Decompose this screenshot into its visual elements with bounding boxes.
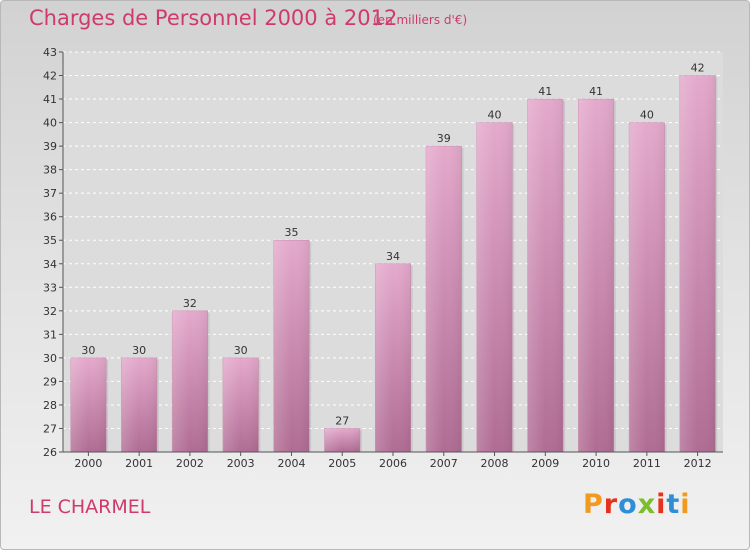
chart-title: Charges de Personnel 2000 à 2012 [29, 6, 398, 30]
x-tick-label: 2002 [176, 457, 204, 470]
bar-shine [578, 99, 614, 452]
y-tick-label: 32 [43, 305, 57, 318]
axes [59, 51, 723, 456]
y-tick-label: 41 [43, 93, 57, 106]
x-tick-label: 2011 [633, 457, 661, 470]
y-tick-label: 27 [43, 422, 57, 435]
data-label: 30 [132, 344, 146, 357]
y-tick-label: 30 [43, 352, 57, 365]
bar-shine [629, 122, 665, 453]
y-tick-label: 36 [43, 211, 57, 224]
x-tick-label: 2001 [125, 457, 153, 470]
bar-shine [121, 357, 157, 452]
bar-shine [679, 75, 716, 452]
bar-shine [527, 99, 564, 452]
bar-shine [426, 146, 462, 452]
data-label: 30 [234, 344, 248, 357]
logo-letter: i [680, 489, 691, 520]
bar-shine [172, 310, 208, 452]
y-tick-label: 39 [43, 140, 57, 153]
data-label: 41 [538, 85, 552, 98]
y-tick-label: 35 [43, 234, 57, 247]
x-tick-label: 2007 [430, 457, 458, 470]
logo-letter: t [666, 489, 681, 520]
logo-letter: i [656, 489, 667, 520]
y-tick-label: 42 [43, 70, 57, 83]
data-label: 30 [81, 344, 95, 357]
x-tick-label: 2000 [74, 457, 102, 470]
data-label: 40 [640, 109, 654, 122]
logo-letter: x [637, 489, 657, 520]
bar-shine [273, 240, 310, 452]
chart-subtitle: (en milliers d'€) [373, 13, 468, 27]
bars [70, 75, 718, 453]
data-label: 40 [488, 109, 502, 122]
data-label: 32 [183, 297, 197, 310]
proxiti-logo[interactable]: Proxiti [583, 489, 691, 520]
logo-letter: r [603, 489, 619, 520]
data-label: 27 [335, 414, 349, 427]
bar-shine [222, 357, 259, 452]
bar-shine [324, 428, 360, 452]
x-tick-label: 2012 [684, 457, 712, 470]
bar-shine [375, 263, 411, 452]
x-tick-label: 2006 [379, 457, 407, 470]
logo-letter: o [618, 489, 638, 520]
data-label: 41 [589, 85, 603, 98]
x-tick-label: 2009 [531, 457, 559, 470]
commune-name: LE CHARMEL [29, 496, 151, 518]
y-tick-label: 29 [43, 375, 57, 388]
x-tick-label: 2008 [481, 457, 509, 470]
x-tick-label: 2010 [582, 457, 610, 470]
logo-letter: P [583, 489, 604, 520]
bar-shine [70, 357, 107, 452]
labels: 26 27 28 29 30 31 32 33 34 35 36 37 38 39 40 41 42 43 30 20… [43, 46, 712, 470]
data-label: 42 [691, 62, 705, 75]
y-tick-label: 33 [43, 281, 57, 294]
y-tick-label: 43 [43, 46, 57, 59]
data-label: 35 [284, 226, 298, 239]
data-label: 34 [386, 250, 400, 263]
y-tick-label: 28 [43, 399, 57, 412]
bar-shine [476, 122, 513, 453]
y-tick-label: 34 [43, 258, 57, 271]
x-tick-label: 2003 [227, 457, 255, 470]
data-label: 39 [437, 132, 451, 145]
x-tick-label: 2005 [328, 457, 356, 470]
y-tick-label: 26 [43, 446, 57, 459]
x-tick-label: 2004 [277, 457, 305, 470]
y-tick-label: 40 [43, 117, 57, 130]
y-tick-label: 38 [43, 164, 57, 177]
y-tick-label: 37 [43, 187, 57, 200]
y-tick-label: 31 [43, 328, 57, 341]
